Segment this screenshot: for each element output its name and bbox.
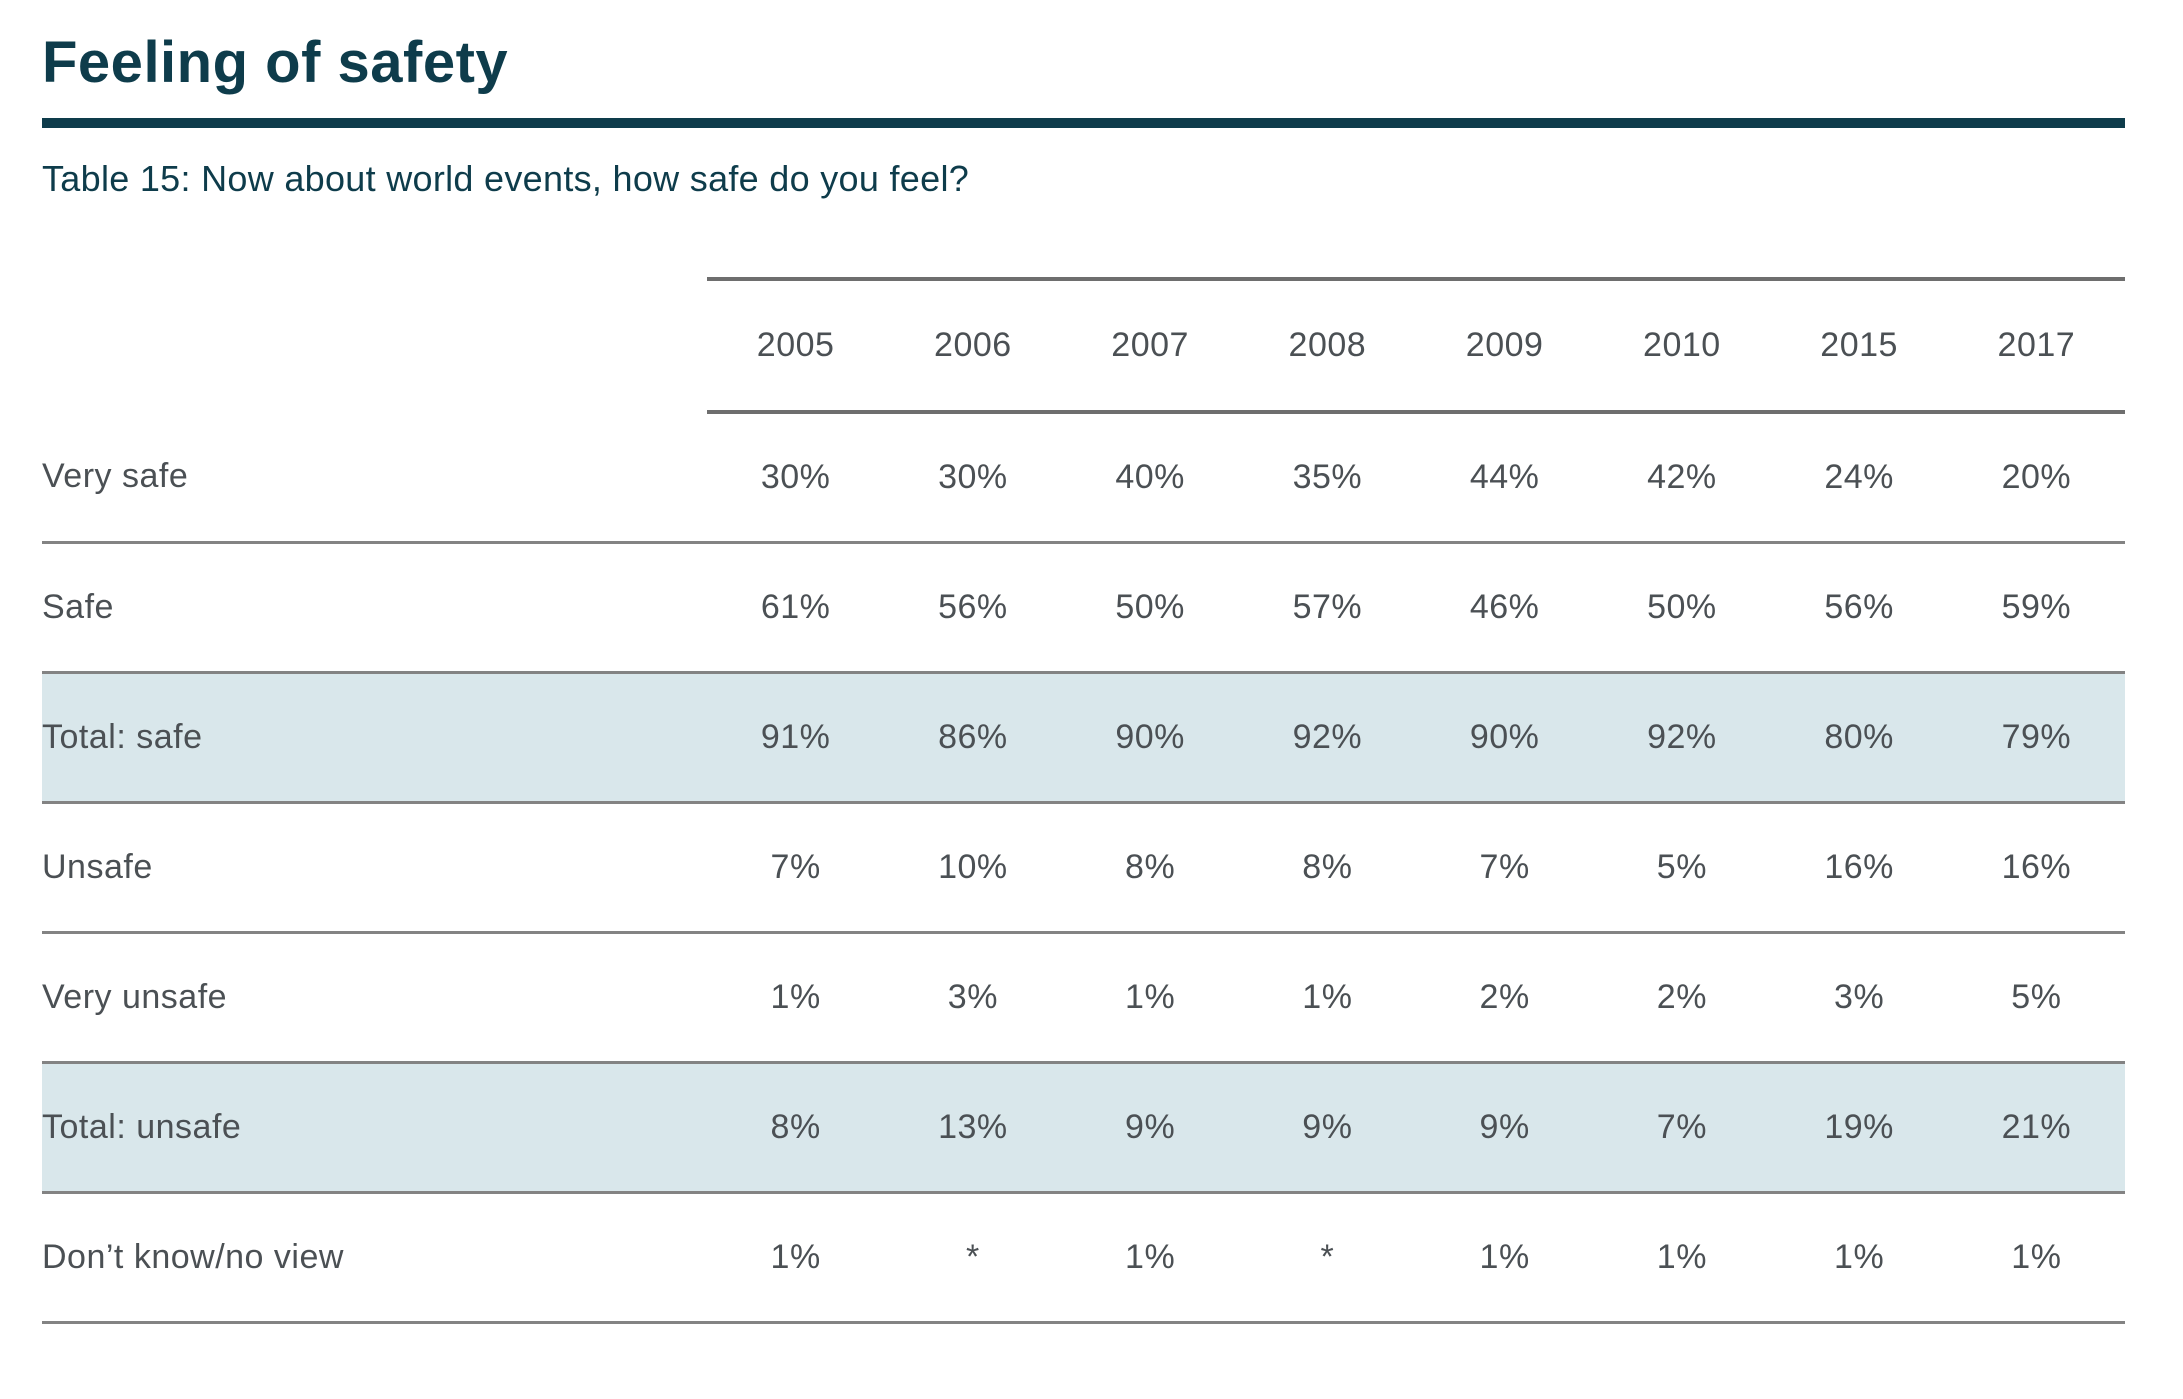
table-cell: 42% (1593, 412, 1771, 544)
table-cell: 1% (1416, 1192, 1594, 1324)
table-cell: 2% (1593, 932, 1771, 1064)
table-cell: 1% (1061, 1192, 1239, 1324)
table-cell: 50% (1593, 542, 1771, 674)
row-label: Safe (42, 542, 707, 674)
table-cell: 30% (884, 412, 1062, 544)
table-cell: 9% (1416, 1062, 1594, 1194)
table-cell: 3% (1770, 932, 1948, 1064)
table-cell: 10% (884, 802, 1062, 934)
year-header-2007: 2007 (1061, 277, 1239, 415)
title-rule (42, 117, 2125, 128)
table-cell: 19% (1770, 1062, 1948, 1194)
year-header-2015: 2015 (1770, 277, 1948, 415)
table-row-total-safe: Total: safe 91% 86% 90% 92% 90% 92% 80% … (42, 672, 2125, 804)
table-cell: 7% (1416, 802, 1594, 934)
table-cell: 50% (1061, 542, 1239, 674)
table-cell: 91% (707, 672, 885, 804)
table-cell: 57% (1238, 542, 1416, 674)
table-cell: 7% (707, 802, 885, 934)
table-cell: 79% (1947, 672, 2125, 804)
row-label: Very safe (42, 412, 707, 544)
table-cell: 1% (1947, 1192, 2125, 1324)
table-cell: 56% (1770, 542, 1948, 674)
table-cell: 1% (1770, 1192, 1948, 1324)
table-cell: 44% (1416, 412, 1594, 544)
table-row-unsafe: Unsafe 7% 10% 8% 8% 7% 5% 16% 16% (42, 802, 2125, 934)
table-row-very-safe: Very safe 30% 30% 40% 35% 44% 42% 24% 20… (42, 412, 2125, 544)
header-label-spacer (42, 279, 707, 412)
table-cell: 1% (707, 932, 885, 1064)
table-cell: 20% (1947, 412, 2125, 544)
table-cell: 92% (1593, 672, 1771, 804)
table-row-total-unsafe: Total: unsafe 8% 13% 9% 9% 9% 7% 19% 21% (42, 1062, 2125, 1194)
table-cell: 59% (1947, 542, 2125, 674)
table-cell: 1% (1593, 1192, 1771, 1324)
table-cell: 13% (884, 1062, 1062, 1194)
table-cell: 3% (884, 932, 1062, 1064)
table-cell: 16% (1947, 802, 2125, 934)
year-header-2017: 2017 (1947, 277, 2125, 415)
table-row-safe: Safe 61% 56% 50% 57% 46% 50% 56% 59% (42, 542, 2125, 674)
table-cell: 21% (1947, 1062, 2125, 1194)
year-header-2008: 2008 (1238, 277, 1416, 415)
table-cell: 40% (1061, 412, 1239, 544)
row-label: Total: unsafe (42, 1062, 707, 1194)
table-cell: 9% (1238, 1062, 1416, 1194)
table-cell: 9% (1061, 1062, 1239, 1194)
table-cell: 2% (1416, 932, 1594, 1064)
year-header-2005: 2005 (707, 277, 885, 415)
table-cell: 56% (884, 542, 1062, 674)
table-row-very-unsafe: Very unsafe 1% 3% 1% 1% 2% 2% 3% 5% (42, 932, 2125, 1064)
table-cell: 86% (884, 672, 1062, 804)
year-header-2009: 2009 (1416, 277, 1594, 415)
table-cell: 8% (1061, 802, 1239, 934)
table-cell: 90% (1416, 672, 1594, 804)
report-page: Feeling of safety Table 15: Now about wo… (0, 30, 2183, 1399)
table-cell: 16% (1770, 802, 1948, 934)
table-cell: 8% (1238, 802, 1416, 934)
table-cell: * (1238, 1192, 1416, 1324)
safety-table: 2005 2006 2007 2008 2009 2010 2015 2017 … (42, 277, 2125, 1324)
table-cell: 80% (1770, 672, 1948, 804)
table-cell: * (884, 1192, 1062, 1324)
row-label: Unsafe (42, 802, 707, 934)
table-cell: 1% (1238, 932, 1416, 1064)
table-cell: 7% (1593, 1062, 1771, 1194)
table-cell: 35% (1238, 412, 1416, 544)
table-cell: 8% (707, 1062, 885, 1194)
row-label: Total: safe (42, 672, 707, 804)
year-header-2010: 2010 (1593, 277, 1771, 415)
year-header-2006: 2006 (884, 277, 1062, 415)
page-title: Feeling of safety (42, 30, 509, 95)
table-cell: 46% (1416, 542, 1594, 674)
table-cell: 5% (1593, 802, 1771, 934)
table-cell: 30% (707, 412, 885, 544)
table-caption: Table 15: Now about world events, how sa… (42, 157, 970, 199)
table-cell: 24% (1770, 412, 1948, 544)
row-label: Very unsafe (42, 932, 707, 1064)
table-row-dont-know: Don’t know/no view 1% * 1% * 1% 1% 1% 1% (42, 1192, 2125, 1324)
table-cell: 1% (707, 1192, 885, 1324)
table-cell: 90% (1061, 672, 1239, 804)
table-header-row: 2005 2006 2007 2008 2009 2010 2015 2017 (42, 277, 2125, 415)
table-cell: 92% (1238, 672, 1416, 804)
table-cell: 1% (1061, 932, 1239, 1064)
table-cell: 61% (707, 542, 885, 674)
row-label: Don’t know/no view (42, 1192, 707, 1324)
table-cell: 5% (1947, 932, 2125, 1064)
